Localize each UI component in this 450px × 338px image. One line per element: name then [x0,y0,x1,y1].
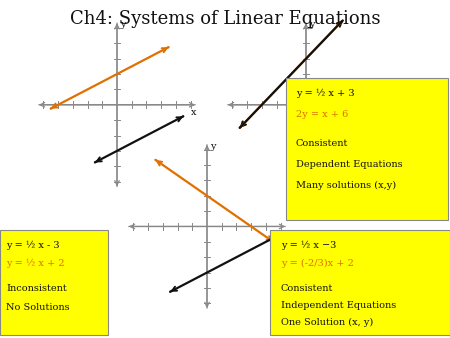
Text: Consistent: Consistent [296,139,348,148]
FancyBboxPatch shape [270,230,450,335]
Text: Many solutions (x,y): Many solutions (x,y) [296,182,396,191]
FancyBboxPatch shape [286,78,448,220]
Text: y = (-2/3)x + 2: y = (-2/3)x + 2 [281,259,354,268]
Text: x: x [191,108,196,117]
Text: One Solution (x, y): One Solution (x, y) [281,318,373,327]
Text: Inconsistent: Inconsistent [6,284,67,293]
Text: x: x [281,230,286,239]
Text: y = ½ x + 2: y = ½ x + 2 [6,259,65,268]
Text: x: x [380,108,385,117]
Text: y: y [309,20,315,29]
Text: No Solutions: No Solutions [6,303,70,312]
Text: Independent Equations: Independent Equations [281,301,396,310]
Text: y = ½ x - 3: y = ½ x - 3 [6,240,60,250]
Text: y = ½ x −3: y = ½ x −3 [281,240,336,250]
Text: y: y [120,20,126,29]
Text: Ch4: Systems of Linear Equations: Ch4: Systems of Linear Equations [70,10,380,28]
FancyBboxPatch shape [0,230,108,335]
Text: Dependent Equations: Dependent Equations [296,160,403,169]
Text: y = ½ x + 3: y = ½ x + 3 [296,89,355,98]
Text: Consistent: Consistent [281,284,333,293]
Text: 2y = x + 6: 2y = x + 6 [296,111,348,119]
Text: y: y [210,142,216,151]
